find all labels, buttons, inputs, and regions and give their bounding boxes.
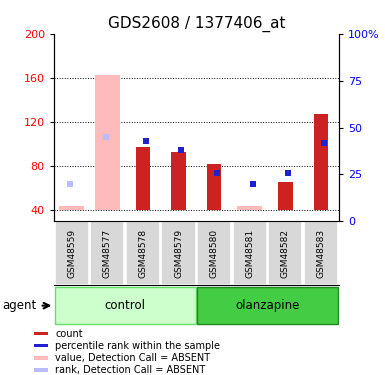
Text: value, Detection Call = ABSENT: value, Detection Call = ABSENT	[55, 353, 211, 363]
Bar	[34, 368, 48, 372]
Bar	[90, 221, 124, 285]
Text: GSM48582: GSM48582	[281, 229, 290, 278]
Bar	[268, 221, 303, 285]
Text: GSM48578: GSM48578	[139, 228, 147, 278]
Text: GSM48580: GSM48580	[210, 228, 219, 278]
Bar	[126, 221, 160, 285]
Title: GDS2608 / 1377406_at: GDS2608 / 1377406_at	[107, 16, 285, 32]
Text: GSM48559: GSM48559	[67, 228, 76, 278]
Text: percentile rank within the sample: percentile rank within the sample	[55, 341, 220, 351]
Bar	[207, 164, 221, 210]
Bar	[304, 221, 338, 285]
Bar	[314, 114, 328, 210]
Bar	[55, 221, 89, 285]
Bar	[197, 287, 338, 324]
Text: GSM48581: GSM48581	[245, 228, 254, 278]
Bar	[95, 75, 120, 210]
Text: GSM48579: GSM48579	[174, 228, 183, 278]
Bar	[34, 344, 48, 348]
Bar	[55, 287, 196, 324]
Text: GSM48583: GSM48583	[316, 228, 325, 278]
Text: agent: agent	[2, 299, 36, 312]
Bar	[233, 221, 267, 285]
Text: count: count	[55, 328, 83, 339]
Bar	[197, 221, 231, 285]
Bar	[237, 206, 262, 210]
Bar	[59, 206, 84, 210]
Text: GSM48577: GSM48577	[103, 228, 112, 278]
Bar	[278, 182, 293, 210]
Text: rank, Detection Call = ABSENT: rank, Detection Call = ABSENT	[55, 365, 206, 375]
Text: control: control	[105, 299, 146, 312]
Bar	[161, 221, 196, 285]
Bar	[34, 356, 48, 360]
Bar	[34, 332, 48, 335]
Bar	[136, 147, 150, 210]
Text: olanzapine: olanzapine	[235, 299, 300, 312]
Bar	[171, 152, 186, 210]
